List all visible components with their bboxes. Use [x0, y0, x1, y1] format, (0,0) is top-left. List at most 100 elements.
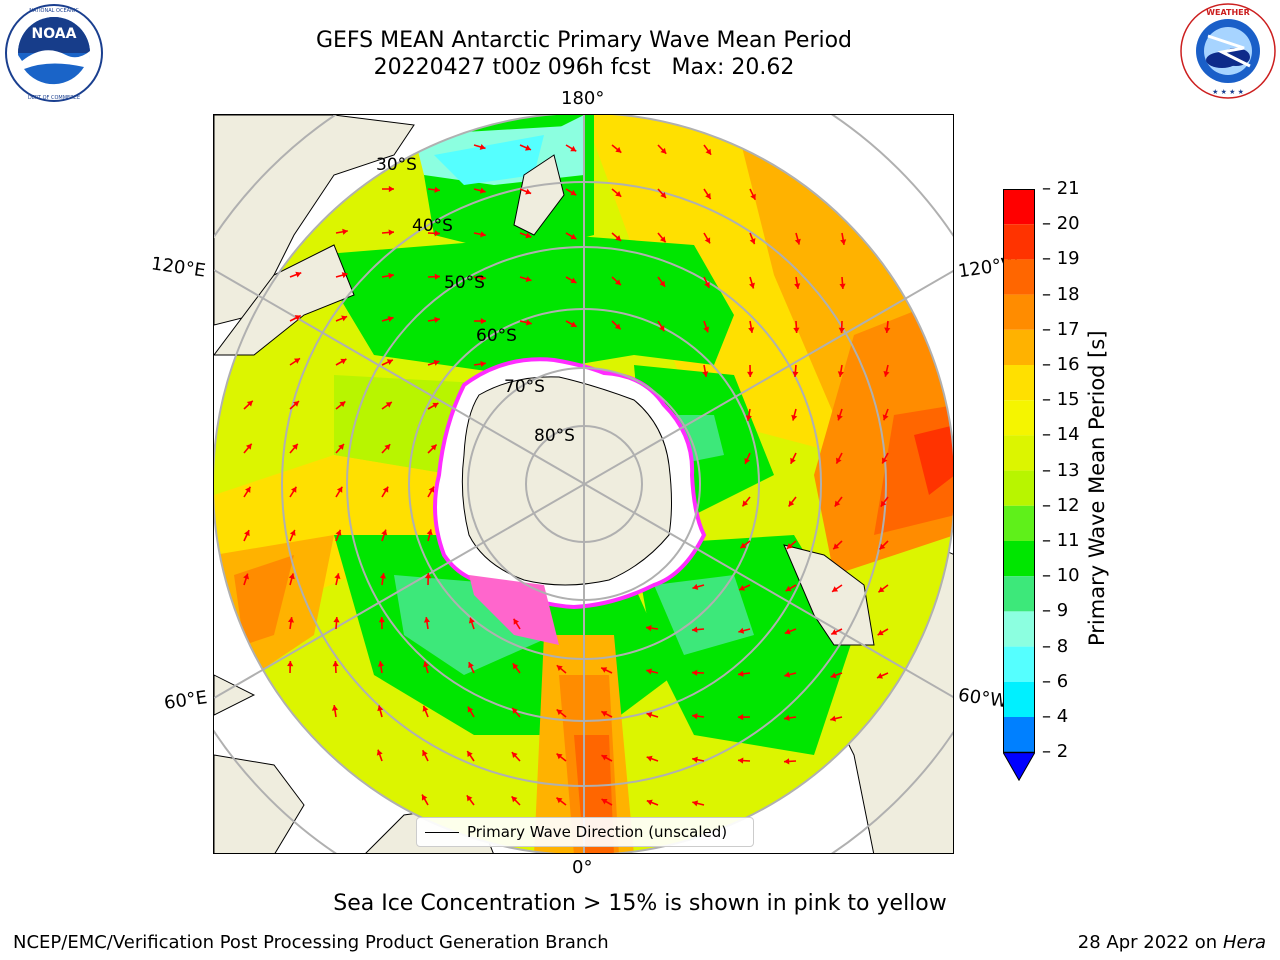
wave-arrow-head	[615, 235, 622, 241]
colorbar-segment	[1003, 400, 1035, 436]
wave-arrow-head	[880, 500, 887, 507]
wave-arrow-head	[832, 586, 839, 592]
wave-arrow-head	[386, 359, 393, 365]
wave-arrow-head	[830, 672, 837, 679]
wave-arrow-head	[511, 752, 518, 759]
wave-arrow-head	[381, 529, 388, 536]
colorbar-segment	[1003, 259, 1035, 295]
wave-arrow-head	[467, 751, 473, 758]
wave-arrow-head	[749, 238, 756, 245]
wave-arrow-head	[425, 573, 432, 579]
wave-arrow-head	[692, 800, 699, 807]
wave-arrow-head	[877, 672, 883, 679]
wave-arrow-head	[646, 668, 653, 675]
lat-label-70s: 70°S	[504, 377, 545, 397]
wave-arrow-head	[877, 629, 884, 636]
wave-arrow-head	[615, 279, 621, 286]
lat-label-60s: 60°S	[476, 326, 517, 346]
wave-arrow-head	[556, 709, 563, 716]
wave-arrow-head	[335, 529, 342, 536]
wave-arrow-head	[480, 360, 486, 368]
wave-arrow-head	[646, 625, 652, 632]
wave-arrow-head	[434, 316, 440, 323]
wave-arrow-head	[430, 444, 437, 451]
colorbar-extend-triangle	[1002, 751, 1036, 782]
wave-arrow-head	[837, 371, 844, 377]
sea-ice-caption: Sea Ice Concentration > 15% is shown in …	[333, 891, 947, 916]
wave-arrow-head	[341, 272, 348, 279]
wave-arrow-head	[336, 486, 343, 493]
wave-arrow-head	[740, 542, 747, 549]
wave-arrow-head	[883, 370, 890, 377]
noaa-logo: NOAA NATIONAL OCEANIC DEPT OF COMMERCE	[4, 3, 104, 103]
colorbar-tick-label: – 6	[1042, 670, 1069, 692]
wave-arrow-head	[784, 758, 790, 765]
wave-arrow-head	[511, 796, 518, 803]
colorbar-svg	[1002, 189, 1036, 782]
wave-direction-arrows	[243, 143, 891, 807]
wave-arrow-head	[289, 529, 296, 536]
colorbar-segment	[1003, 294, 1035, 330]
wave-arrow-head	[332, 661, 339, 667]
wave-arrow-head	[423, 661, 430, 668]
wave-arrow-head	[570, 189, 577, 196]
wave-arrow-head	[749, 282, 755, 289]
lon-label-60w: 60°W	[956, 684, 1009, 713]
wave-arrow-head	[790, 457, 796, 464]
wave-arrow-head	[840, 239, 847, 245]
wave-arrow-head	[745, 415, 752, 421]
wave-arrow-head	[659, 280, 666, 287]
wave-arrow-head	[246, 400, 253, 407]
wave-arrow-head	[738, 670, 744, 677]
wave-arrow-head	[340, 358, 347, 365]
wave-arrow-head	[377, 661, 385, 667]
wave-arrow-head	[423, 617, 431, 623]
svg-text:★ ★ ★ ★: ★ ★ ★ ★	[1212, 88, 1244, 96]
svg-text:NATIONAL OCEANIC: NATIONAL OCEANIC	[29, 8, 79, 14]
colorbar-segment	[1003, 329, 1035, 365]
wave-arrow-head	[738, 714, 744, 721]
wave-arrow-head	[784, 628, 791, 635]
colorbar-tick-label: – 15	[1042, 389, 1080, 411]
wave-arrow-head	[615, 191, 622, 197]
wave-arrow-head	[525, 232, 532, 239]
wave-arrow-head	[750, 193, 756, 200]
wave-arrow-head	[467, 706, 474, 713]
wave-arrow-head	[525, 144, 531, 151]
wave-arrow-head	[884, 327, 891, 333]
wave-arrow-head	[479, 143, 486, 150]
lat-label-50s: 50°S	[444, 273, 485, 293]
wave-arrow-head	[748, 327, 755, 333]
wave-arrow-head	[615, 146, 622, 153]
wave-arrow-head	[704, 237, 711, 244]
lat-label-80s: 80°S	[534, 426, 575, 446]
wave-arrow-head	[646, 799, 653, 806]
wave-arrow-head	[421, 794, 428, 801]
wave-arrow-head	[601, 755, 608, 761]
wave-arrow-head	[245, 486, 251, 493]
wave-arrow-head	[614, 323, 621, 330]
wave-arrow-head	[287, 617, 295, 623]
wave-arrow-head	[705, 193, 711, 200]
wave-arrow-head	[525, 319, 532, 326]
wave-arrow-head	[660, 147, 667, 154]
footer-date-text: 28 Apr 2022 on	[1077, 932, 1223, 953]
wave-arrow-head	[660, 192, 666, 198]
colorbar-tick-label: – 13	[1042, 459, 1080, 481]
wave-arrow-head	[388, 272, 394, 279]
wave-arrow-head	[831, 629, 838, 635]
wave-arrow-head	[658, 325, 665, 332]
wave-arrow-head	[525, 276, 532, 282]
wave-arrow-head	[382, 486, 389, 493]
wave-arrow-head	[556, 753, 563, 760]
wave-arrow-head	[882, 457, 888, 464]
colorbar-tick-label: – 18	[1042, 283, 1080, 305]
lon-label-120e: 120°E	[149, 253, 207, 282]
wave-arrow-head	[791, 414, 798, 421]
wave-arrow-head	[692, 756, 698, 763]
wave-arrow-head	[702, 371, 709, 377]
colorbar-segment	[1003, 365, 1035, 401]
colorbar-tick-label: – 17	[1042, 318, 1080, 340]
lon-label-60e: 60°E	[162, 687, 209, 714]
wave-arrow-head	[379, 573, 386, 579]
